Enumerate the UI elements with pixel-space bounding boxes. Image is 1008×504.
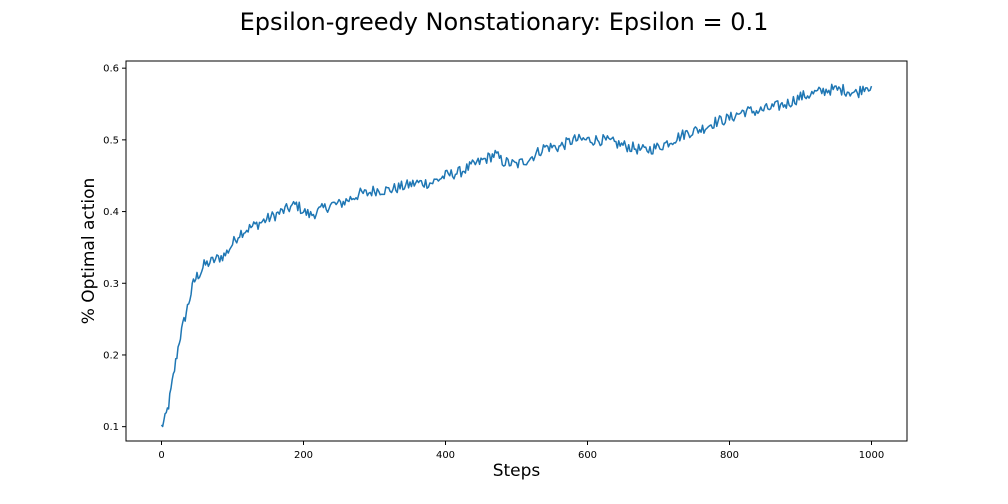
x-tick-label: 200	[294, 450, 313, 461]
x-axis-ticks: 0 200 400 600 800 1000	[158, 441, 884, 461]
y-axis-label: % Optimal action	[79, 178, 99, 325]
y-tick-label: 0.3	[103, 279, 119, 290]
plot-area	[160, 83, 873, 428]
y-axis-ticks: 0.1 0.2 0.3 0.4 0.5 0.6	[103, 64, 126, 433]
y-tick-label: 0.5	[103, 135, 119, 146]
chart-title: Epsilon-greedy Nonstationary: Epsilon = …	[240, 8, 769, 36]
y-tick-label: 0.6	[103, 64, 119, 75]
plot-frame	[125, 60, 908, 442]
x-axis-label: Steps	[493, 461, 541, 481]
y-tick-label: 0.4	[103, 207, 119, 218]
y-tick-label: 0.1	[103, 422, 119, 433]
series-line	[160, 83, 873, 428]
x-tick-label: 0	[158, 450, 164, 461]
x-tick-label: 1000	[859, 450, 884, 461]
x-tick-label: 800	[720, 450, 739, 461]
x-tick-label: 400	[436, 450, 455, 461]
x-tick-label: 600	[578, 450, 597, 461]
y-tick-label: 0.2	[103, 350, 119, 361]
